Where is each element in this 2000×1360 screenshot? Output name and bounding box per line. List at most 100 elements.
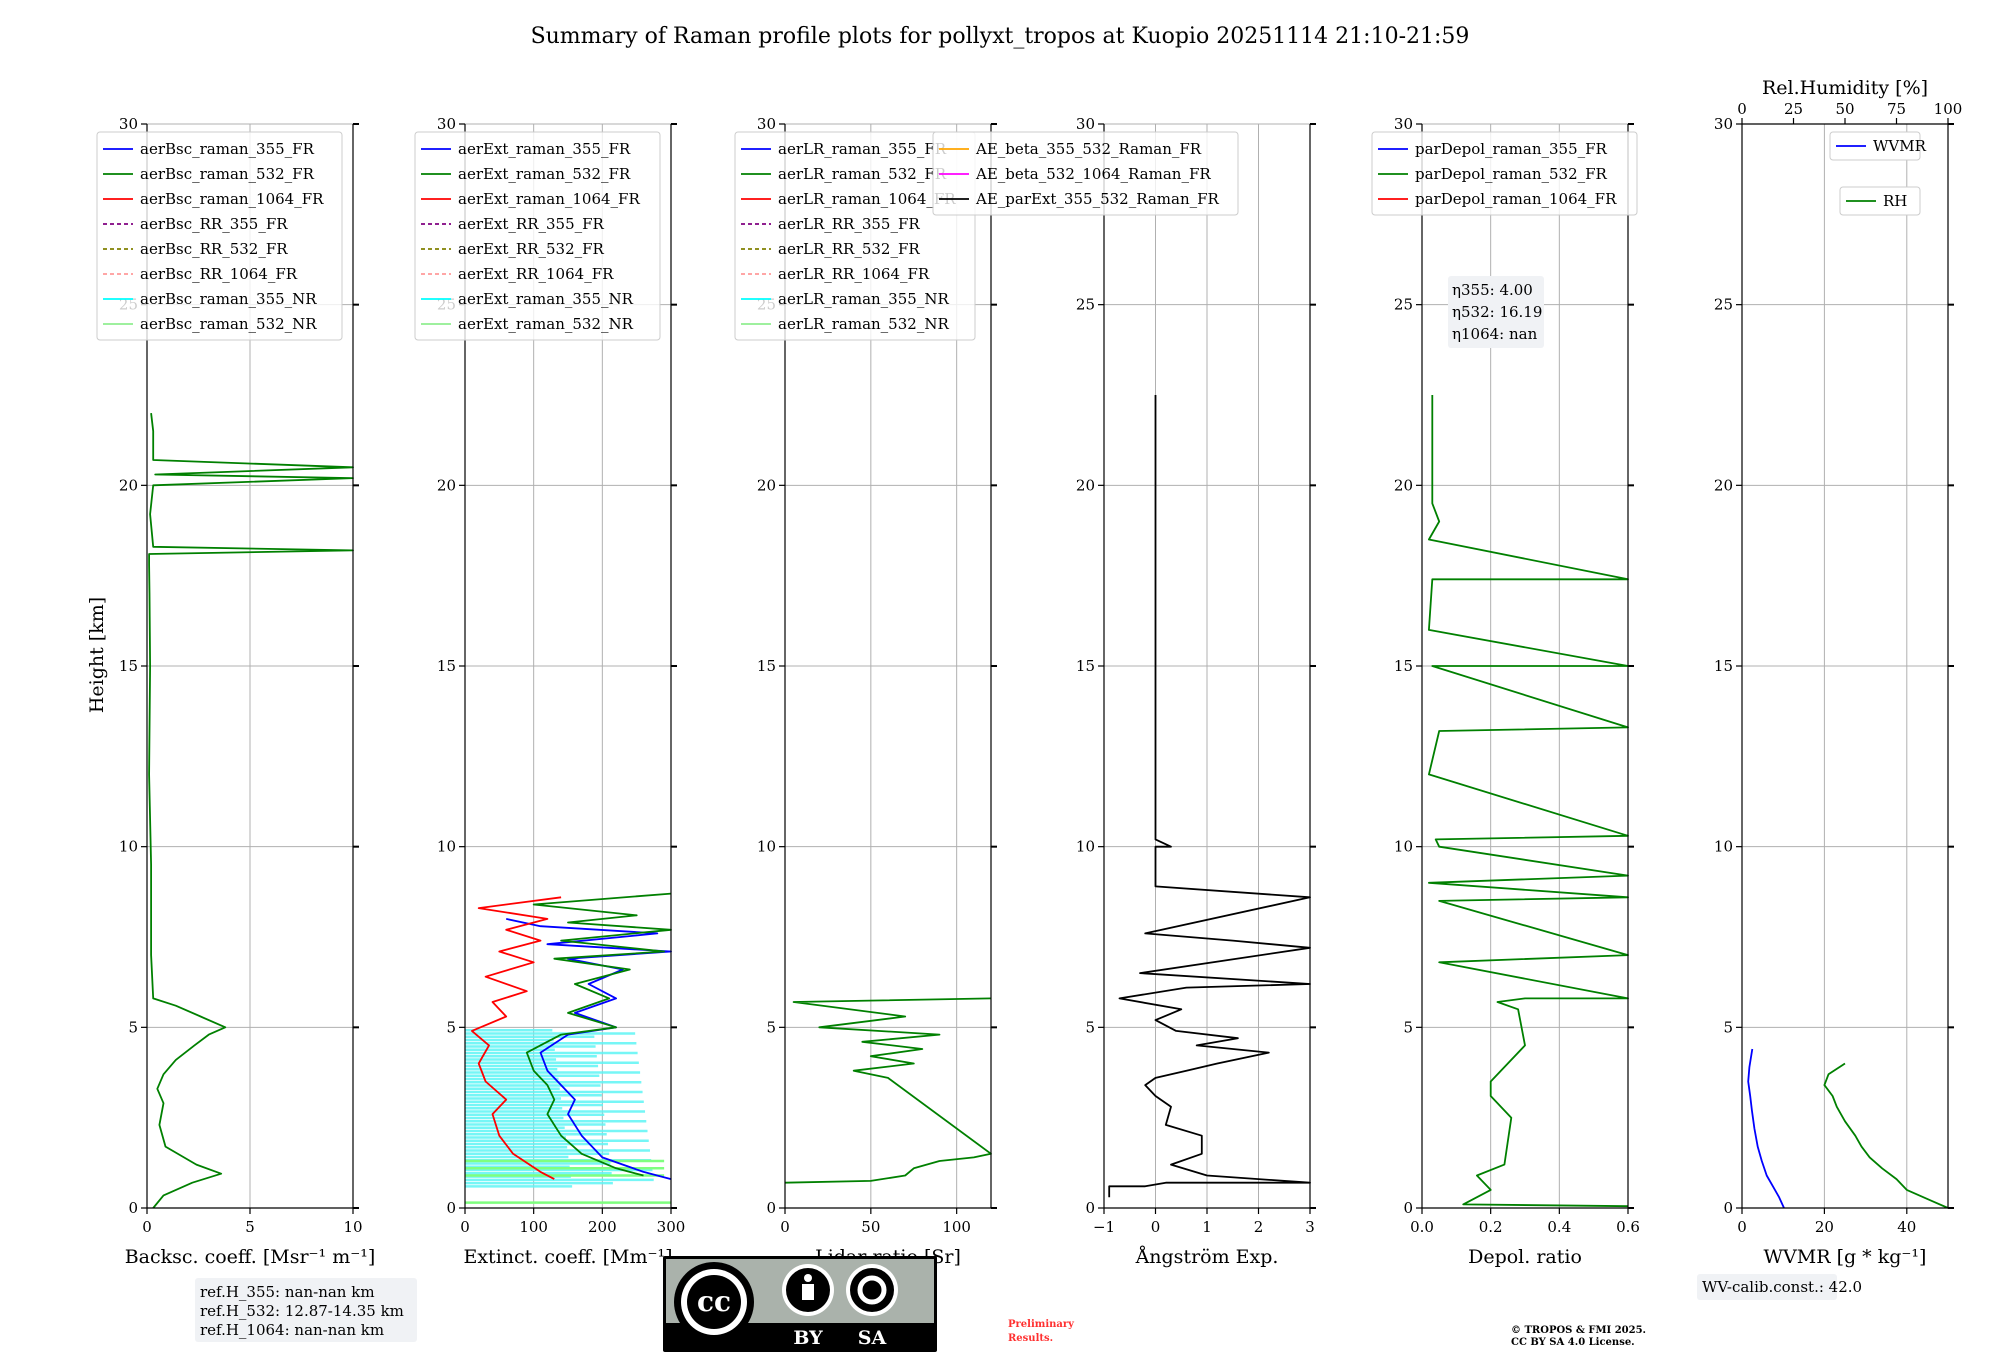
y-tick-label: 30: [757, 115, 776, 133]
legend-label: aerExt_raman_1064_FR: [458, 190, 640, 208]
legend-label: aerExt_raman_355_FR: [458, 140, 631, 158]
ref-height-355: ref.H_355: nan-nan km: [200, 1283, 375, 1301]
ref-height-1064: ref.H_1064: nan-nan km: [200, 1321, 384, 1339]
x-tick-label: 20: [1815, 1218, 1834, 1236]
cc-logo-text: cc: [697, 1285, 731, 1318]
y-tick-label: 30: [1076, 115, 1095, 133]
y-tick-label: 15: [119, 657, 138, 675]
y-tick-label: 20: [437, 476, 456, 494]
x-tick-label: 0.0: [1410, 1218, 1434, 1236]
series-aerExt_raman_532_FR: [525, 892, 672, 1177]
legend-box: [734, 131, 976, 341]
legend-label: parDepol_raman_532_FR: [1415, 165, 1608, 183]
legend: aerBsc_raman_355_FR aerBsc_raman_532_FRae…: [96, 131, 343, 341]
x-axis-label: Backsc. coeff. [Msr⁻¹ m⁻¹]: [125, 1246, 376, 1268]
legend-label: aerLR_raman_355_FR: [778, 140, 947, 158]
y-tick-label: 0: [446, 1199, 456, 1217]
top-x-tick-label: 50: [1835, 100, 1854, 118]
legend-label: aerBsc_RR_1064_FR: [140, 265, 298, 283]
y-tick-label: 5: [1085, 1018, 1095, 1036]
legend-label: aerBsc_RR_532_FR: [140, 240, 288, 258]
x-tick-label: 200: [588, 1218, 617, 1236]
x-tick-label: 3: [1305, 1218, 1315, 1236]
panel-ext: 0510152025300100200300Extinct. coeff. [M…: [414, 115, 686, 1268]
legend-label: aerLR_RR_1064_FR: [778, 265, 930, 283]
y-tick-label: 30: [437, 115, 456, 133]
legend-label: aerLR_raman_532_FR: [778, 165, 947, 183]
series-aerLR_raman_532_FR: [784, 997, 992, 1184]
legend-label: WVMR: [1873, 137, 1927, 155]
legend-label: AE_parExt_355_532_Raman_FR: [975, 190, 1220, 208]
y-tick-label: 0: [1085, 1199, 1095, 1217]
x-tick-label: 0: [1151, 1218, 1161, 1236]
legend-label: aerExt_raman_532_NR: [458, 315, 634, 333]
ref-height-532: ref.H_532: 12.87-14.35 km: [200, 1302, 404, 1320]
copyright-line-1: © TROPOS & FMI 2025.: [1511, 1325, 1646, 1336]
x-tick-label: 0.4: [1547, 1218, 1571, 1236]
legend-label: aerExt_raman_355_NR: [458, 290, 634, 308]
legend-label: aerExt_RR_1064_FR: [458, 265, 614, 283]
x-tick-label: 300: [657, 1218, 686, 1236]
legend-box: [932, 131, 1239, 216]
panel-lr: 051015202530050100Lidar ratio [Sr]aerLR_…: [734, 115, 997, 1268]
x-tick-label: −1: [1093, 1218, 1115, 1236]
y-tick-label: 5: [446, 1018, 456, 1036]
copyright-line-2: CC BY SA 4.0 License.: [1511, 1337, 1635, 1348]
top-x-tick-label: 0: [1737, 100, 1747, 118]
series-parDepol_raman_532_FR: [1428, 395, 1629, 1208]
eta-532: η532: 16.19: [1452, 303, 1542, 321]
legend-label: aerLR_RR_532_FR: [778, 240, 920, 258]
legend-label: RH: [1883, 192, 1907, 210]
x-tick-label: 10: [343, 1218, 362, 1236]
wv-calibration-annotation: WV-calib.const.: 42.0: [1697, 1274, 1862, 1300]
y-tick-label: 20: [119, 476, 138, 494]
panel-depol: 0 5 10 15 20 25 30 0.0 0.2 0.4 0.6 Depol. ratio parD…: [1371, 115, 1640, 1268]
x-tick-label: 0.6: [1616, 1218, 1640, 1236]
legend-label: aerLR_raman_1064_FR: [778, 190, 956, 208]
x-tick-label: 100: [519, 1218, 548, 1236]
legend-box: [414, 131, 661, 341]
x-axis-label: Depol. ratio: [1468, 1246, 1582, 1268]
y-tick-label: 15: [1394, 657, 1413, 675]
y-tick-label: 15: [1076, 657, 1095, 675]
y-tick-label: 0: [1723, 1199, 1733, 1217]
series-aerBsc_raman_532_FR: [148, 412, 354, 1209]
x-tick-label: 100: [942, 1218, 971, 1236]
license-sa-label: SA: [858, 1327, 887, 1349]
series-RH: [1823, 1062, 1949, 1209]
nr-355-band: [465, 1028, 671, 1204]
y-tick-label: 0: [766, 1199, 776, 1217]
legend-label: aerExt_raman_532_FR: [458, 165, 631, 183]
x-tick-label: 0.2: [1479, 1218, 1503, 1236]
x-tick-label: 0: [460, 1218, 470, 1236]
y-tick-label: 25: [1076, 296, 1095, 314]
legend: parDepol_raman_355_FR parDepol_raman_532_…: [1371, 131, 1638, 216]
ref-height-annotation: ref.H_355: nan-nan km ref.H_532: 12.87-1…: [195, 1278, 417, 1342]
cc-license-badge[interactable]: cc BY SA: [663, 1256, 937, 1352]
y-tick-label: 5: [1403, 1018, 1413, 1036]
x-tick-label: 0: [142, 1218, 152, 1236]
y-tick-label: 25: [1714, 296, 1733, 314]
legend-box: [96, 131, 343, 341]
x-tick-label: 0: [1737, 1218, 1747, 1236]
y-tick-label: 10: [757, 838, 776, 856]
y-tick-label: 30: [1714, 115, 1733, 133]
y-tick-label: 15: [1714, 657, 1733, 675]
legend-box: [1371, 131, 1638, 216]
legend-label: aerBsc_raman_532_NR: [140, 315, 317, 333]
y-tick-label: 20: [1714, 476, 1733, 494]
legend-box: [1839, 186, 1921, 216]
top-x-axis-label: Rel.Humidity [%]: [1762, 77, 1928, 99]
y-tick-label: 10: [1394, 838, 1413, 856]
x-tick-label: 40: [1897, 1218, 1916, 1236]
top-x-tick-label: 100: [1934, 100, 1963, 118]
panels: 0510152025300510Backsc. coeff. [Msr⁻¹ m⁻…: [96, 77, 1963, 1268]
y-tick-label: 0: [128, 1199, 138, 1217]
y-tick-label: 20: [1076, 476, 1095, 494]
x-tick-label: 50: [861, 1218, 880, 1236]
y-tick-label: 5: [1723, 1018, 1733, 1036]
y-tick-label: 15: [437, 657, 456, 675]
legend: aerLR_raman_355_FR aerLR_raman_532_FR aerL…: [734, 131, 976, 341]
series-AE_parExt_355_532_Raman_FR: [1108, 395, 1311, 1198]
